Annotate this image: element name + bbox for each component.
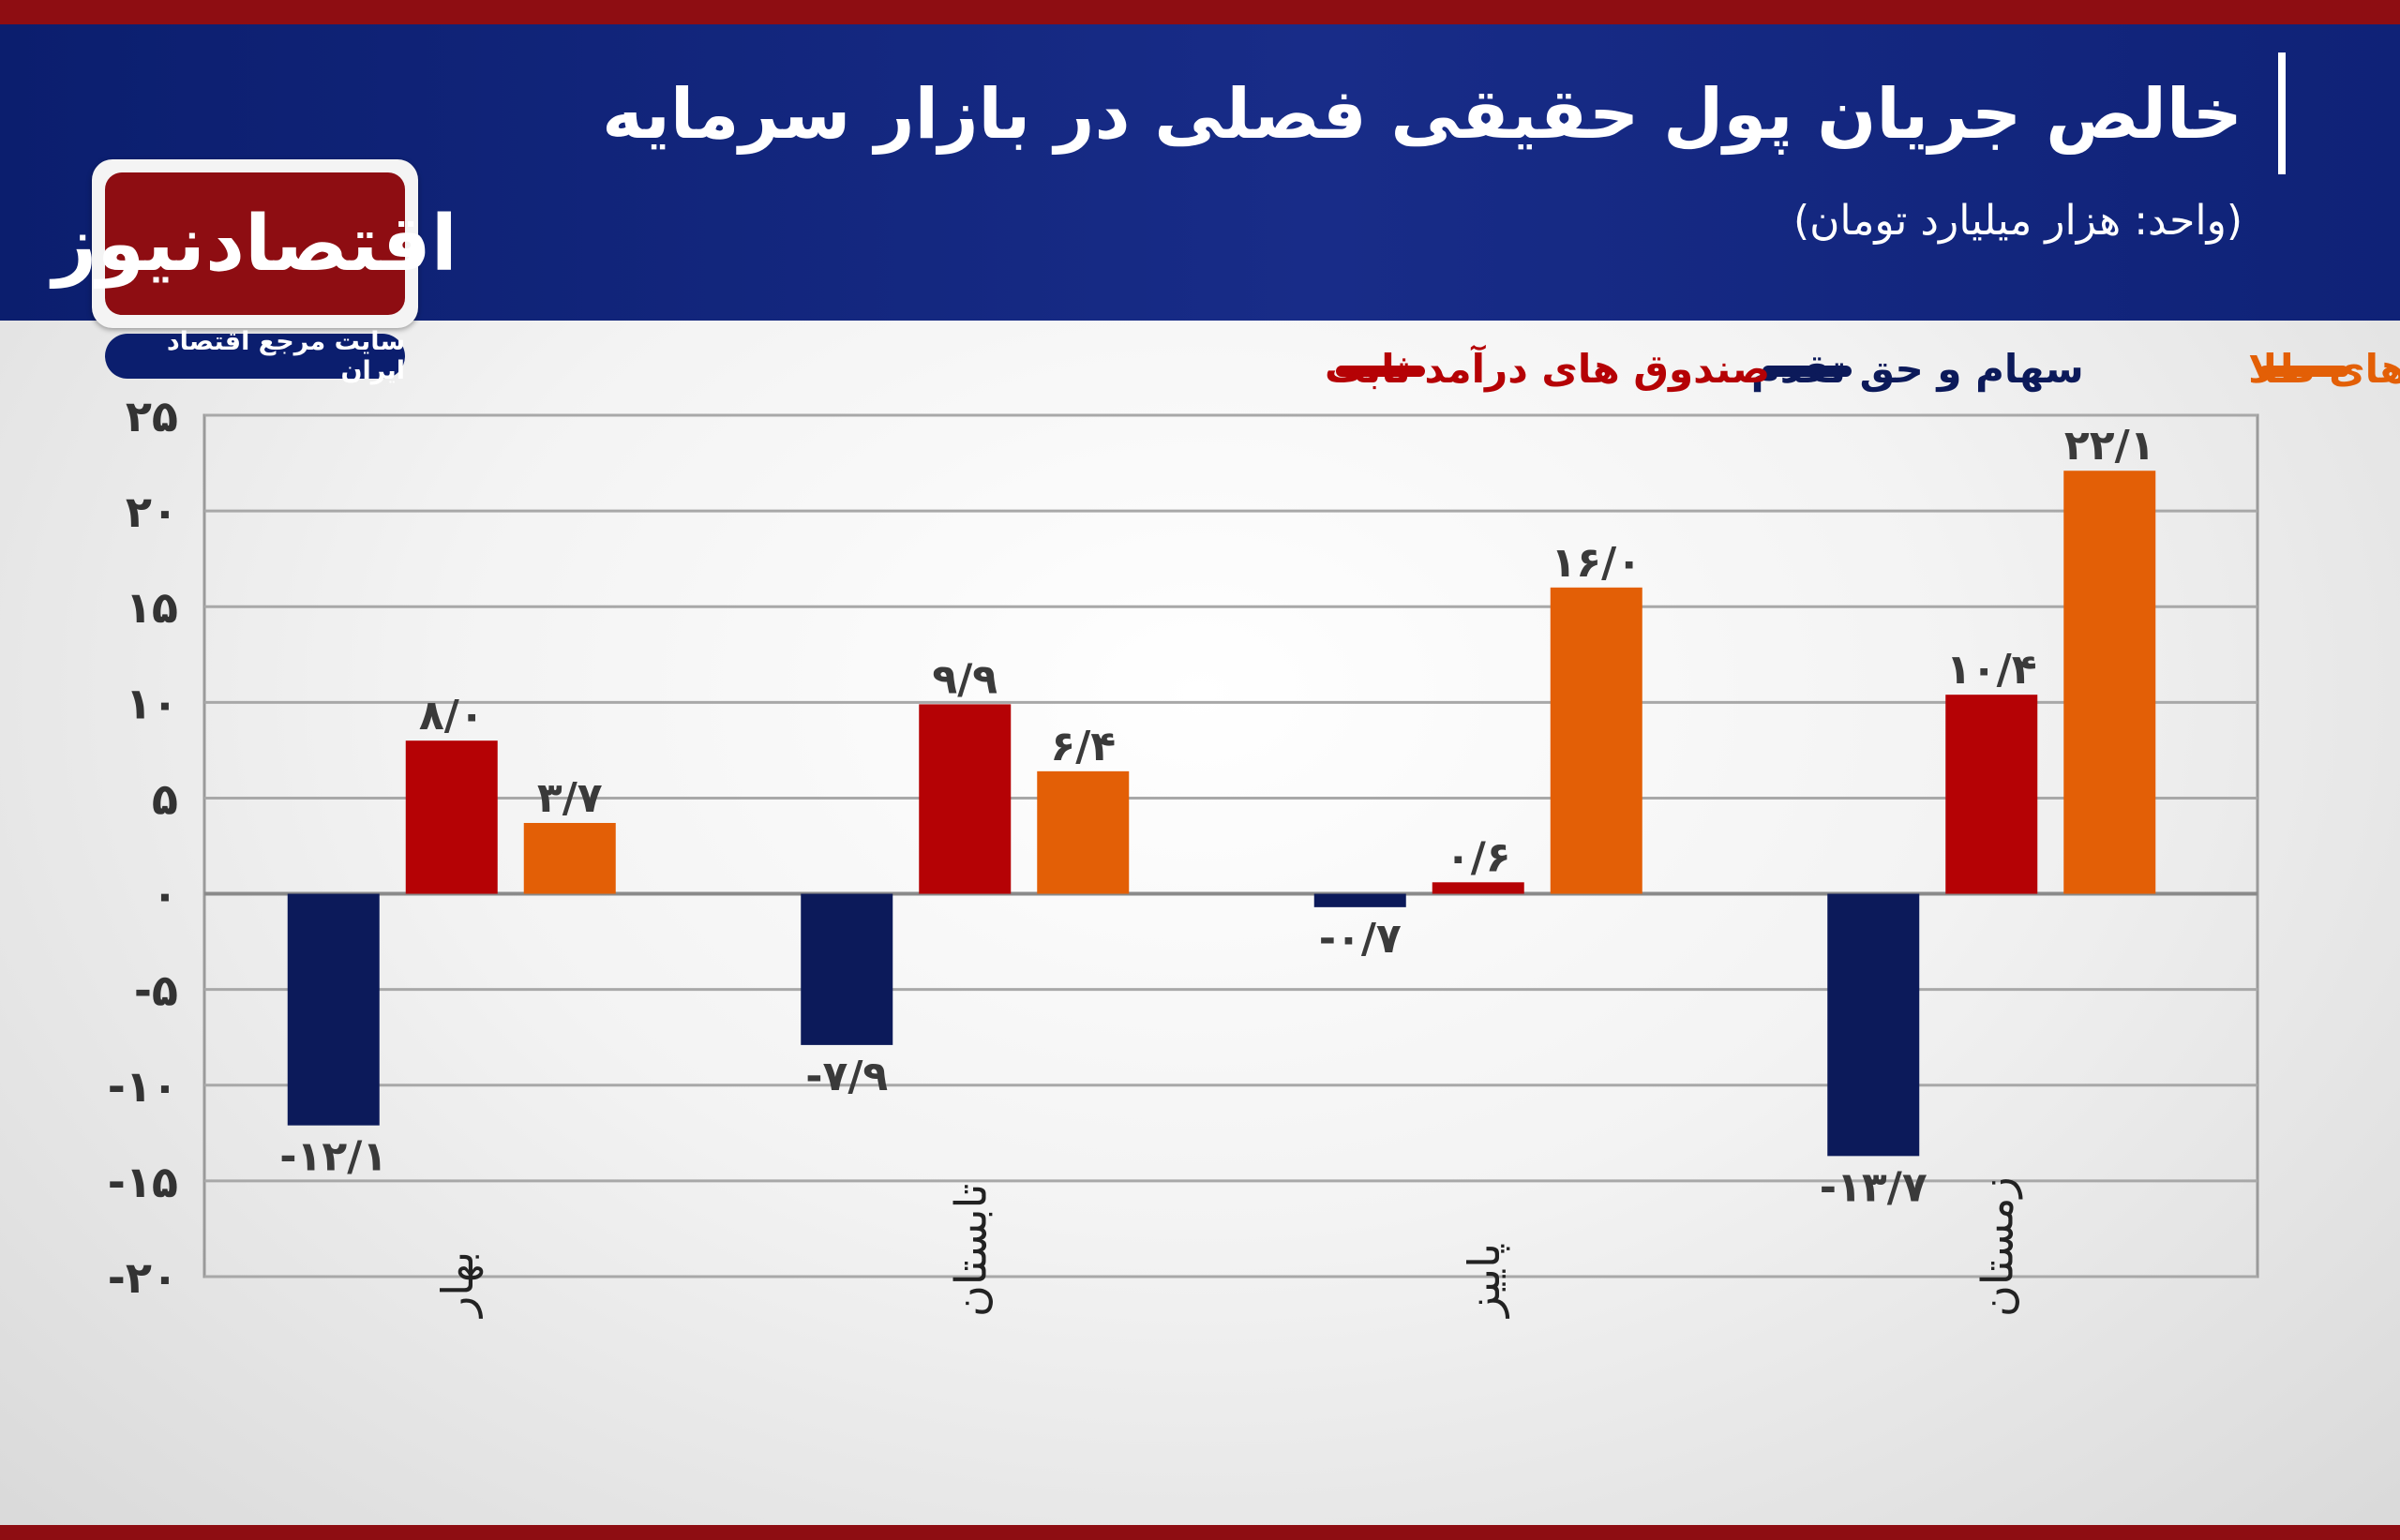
logo: اقتصادنیوز: [52, 172, 459, 315]
y-tick-label: -۱۵: [108, 1157, 178, 1207]
y-tick-label: ۱۵: [126, 582, 178, 633]
data-label: ۸/۰: [419, 692, 485, 740]
logo-wordmark: اقتصادنیوز: [52, 199, 459, 289]
bottom-stripe: [0, 1525, 2400, 1540]
bar: [523, 822, 616, 894]
bar: [1827, 893, 1920, 1157]
bar: [1432, 882, 1524, 894]
data-label: ۶/۴: [1050, 723, 1116, 770]
bar: [1313, 893, 1406, 907]
data-label: ۹/۹: [932, 655, 998, 703]
y-tick-label: ۱۰: [126, 678, 178, 728]
data-label: -۱۲/۱: [279, 1133, 387, 1181]
y-tick-label: ۰: [152, 870, 178, 920]
data-label: ۰/۶: [1446, 833, 1511, 881]
data-label: -۱۳/۷: [1820, 1163, 1928, 1211]
top-stripe: [0, 0, 2400, 24]
page-title: خالص جریان پول حقیقی فصلی در بازار سرمای…: [602, 74, 2242, 155]
bar: [801, 893, 893, 1045]
y-tick-label: -۱۰: [108, 1061, 178, 1112]
y-tick-label: -۵: [134, 965, 178, 1016]
x-category-label: زمستان: [1972, 1176, 2022, 1317]
data-label: ۱۶/۰: [1551, 539, 1642, 587]
bar: [1550, 587, 1642, 894]
legend-swatch: [2259, 366, 2348, 377]
y-tick-label: ۵: [152, 773, 178, 824]
legend-swatch: [1336, 366, 1425, 377]
data-label: ۳/۷: [537, 774, 603, 822]
data-label: ۱۰/۴: [1946, 646, 2037, 694]
legend-label: صندوق های درآمد ثابت: [1325, 345, 1770, 393]
x-category-label: تابستان: [945, 1184, 996, 1317]
bar: [1945, 695, 2038, 894]
data-label: -۷/۹: [805, 1053, 888, 1100]
x-category-label: بهار: [432, 1251, 483, 1319]
legend-label: صندوق های طلا: [2248, 346, 2400, 393]
legend-swatch: [1762, 366, 1852, 377]
x-category-label: پاییز: [1459, 1243, 1510, 1319]
bar: [1037, 770, 1130, 894]
page-subtitle: (واحد: هزار میلیارد تومان): [1792, 197, 2242, 245]
y-tick-label: ۲۵: [126, 391, 178, 441]
data-label: -۰/۷: [1319, 915, 1402, 963]
bar: [287, 893, 380, 1126]
legend-label: سهام و حق تقدم: [1751, 346, 2084, 393]
y-tick-label: -۲۰: [108, 1252, 178, 1303]
bar: [2063, 471, 2156, 894]
data-label: ۲۲/۱: [2064, 422, 2155, 470]
y-tick-label: ۲۰: [126, 486, 178, 537]
title-accent-bar: [2278, 52, 2286, 174]
bar: [405, 740, 498, 894]
bar: [919, 704, 1012, 894]
